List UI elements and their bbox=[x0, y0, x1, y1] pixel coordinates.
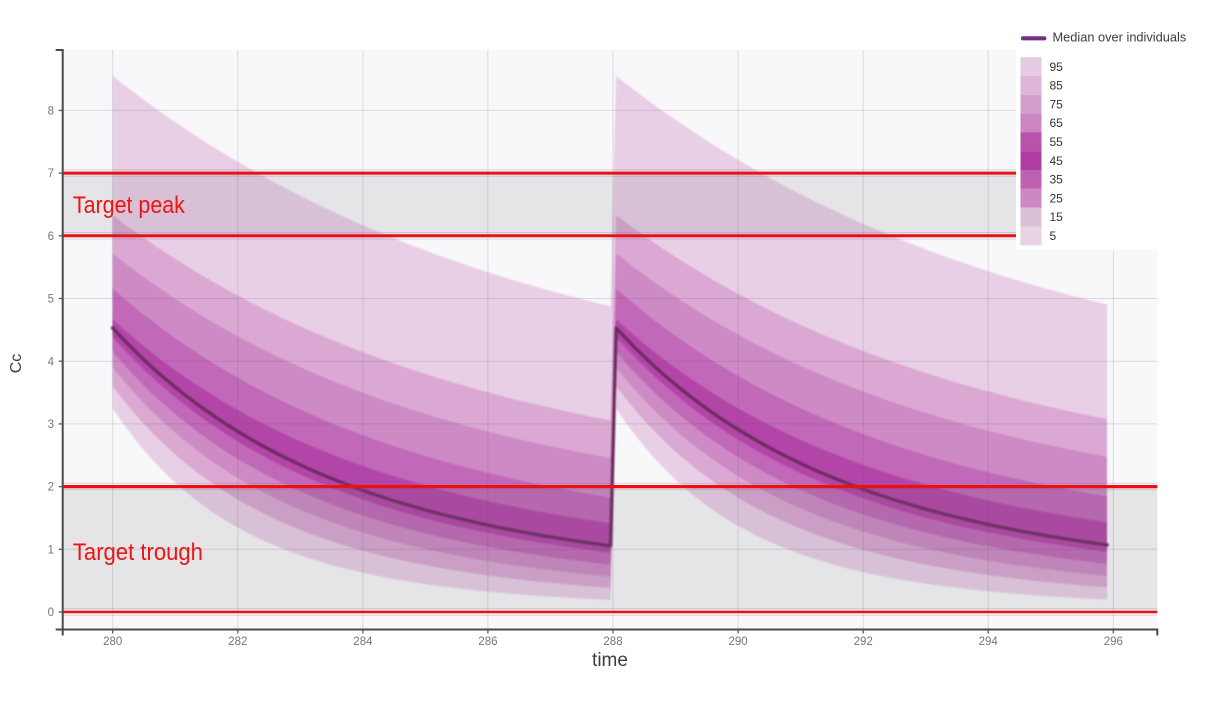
svg-text:Target peak: Target peak bbox=[73, 192, 186, 219]
svg-text:292: 292 bbox=[854, 636, 873, 648]
svg-text:5: 5 bbox=[48, 294, 54, 306]
svg-text:95: 95 bbox=[1050, 60, 1064, 74]
svg-text:1: 1 bbox=[48, 544, 54, 556]
svg-text:8: 8 bbox=[48, 106, 54, 118]
svg-text:65: 65 bbox=[1050, 116, 1064, 130]
svg-text:288: 288 bbox=[603, 636, 622, 648]
svg-text:55: 55 bbox=[1050, 135, 1064, 149]
svg-text:286: 286 bbox=[478, 636, 497, 648]
svg-text:282: 282 bbox=[228, 636, 247, 648]
svg-text:15: 15 bbox=[1050, 210, 1064, 224]
svg-text:35: 35 bbox=[1050, 173, 1064, 187]
svg-text:75: 75 bbox=[1050, 97, 1064, 111]
svg-text:296: 296 bbox=[1104, 636, 1123, 648]
svg-text:45: 45 bbox=[1050, 154, 1064, 168]
svg-text:294: 294 bbox=[979, 636, 999, 648]
svg-text:Target trough: Target trough bbox=[73, 539, 203, 566]
svg-text:280: 280 bbox=[103, 636, 122, 648]
svg-text:3: 3 bbox=[48, 419, 54, 431]
svg-text:Median over individuals: Median over individuals bbox=[1053, 30, 1187, 45]
svg-text:4: 4 bbox=[48, 356, 55, 368]
svg-text:6: 6 bbox=[48, 231, 54, 243]
svg-text:2: 2 bbox=[48, 482, 54, 494]
svg-text:Cc: Cc bbox=[8, 354, 25, 374]
svg-text:85: 85 bbox=[1050, 79, 1064, 93]
svg-text:0: 0 bbox=[48, 607, 54, 619]
svg-text:290: 290 bbox=[729, 636, 748, 648]
svg-text:25: 25 bbox=[1050, 191, 1064, 205]
svg-text:284: 284 bbox=[353, 636, 373, 648]
svg-text:time: time bbox=[592, 650, 628, 671]
svg-text:7: 7 bbox=[48, 168, 54, 180]
svg-text:5: 5 bbox=[1050, 229, 1057, 243]
